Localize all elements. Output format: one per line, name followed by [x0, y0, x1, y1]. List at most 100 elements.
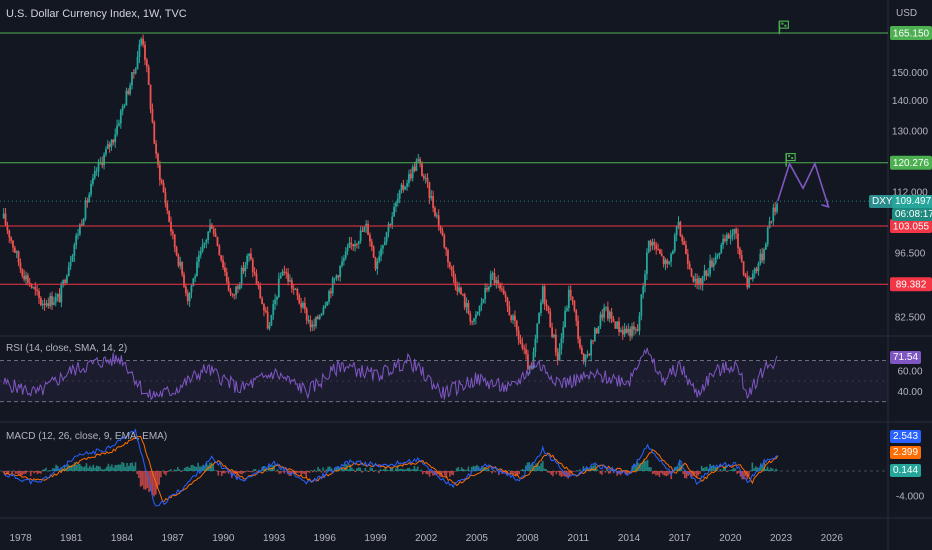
candle[interactable] — [463, 294, 466, 308]
candle[interactable] — [445, 247, 448, 250]
rsi-line[interactable] — [3, 347, 778, 401]
candle[interactable] — [157, 153, 159, 165]
candle[interactable] — [233, 294, 236, 296]
candle[interactable] — [515, 320, 518, 331]
candle[interactable] — [346, 247, 349, 252]
price-pane[interactable] — [0, 20, 888, 374]
candle[interactable] — [646, 252, 648, 275]
candle[interactable] — [125, 90, 128, 106]
candle[interactable] — [616, 321, 619, 329]
candle[interactable] — [158, 164, 161, 181]
candle[interactable] — [421, 163, 423, 176]
candle[interactable] — [313, 324, 316, 327]
candle[interactable] — [303, 302, 306, 309]
candle[interactable] — [132, 72, 135, 74]
candle[interactable] — [274, 299, 277, 305]
candle[interactable] — [197, 255, 200, 262]
candle[interactable] — [707, 273, 710, 276]
candle[interactable] — [140, 38, 143, 45]
candle[interactable] — [411, 166, 414, 179]
candle[interactable] — [621, 330, 624, 335]
candle[interactable] — [597, 326, 600, 334]
candle[interactable] — [619, 330, 622, 333]
candle[interactable] — [216, 236, 219, 246]
candle[interactable] — [385, 232, 388, 242]
candle[interactable] — [103, 154, 105, 166]
candle[interactable] — [253, 272, 256, 274]
candle[interactable] — [696, 278, 698, 285]
candle[interactable] — [746, 276, 749, 288]
candle[interactable] — [454, 277, 457, 287]
candle[interactable] — [279, 275, 282, 279]
rsi-title[interactable]: RSI (14, close, SMA, 14, 2) — [6, 343, 128, 354]
flag-icon[interactable] — [785, 152, 796, 167]
candle[interactable] — [136, 57, 139, 70]
candle[interactable] — [733, 228, 736, 234]
candle[interactable] — [764, 244, 767, 250]
candle[interactable] — [144, 44, 146, 60]
candle[interactable] — [318, 315, 321, 319]
candle[interactable] — [383, 241, 386, 246]
candle[interactable] — [428, 182, 431, 199]
candle[interactable] — [298, 295, 301, 304]
candle[interactable] — [525, 349, 527, 355]
candle[interactable] — [64, 279, 66, 283]
candle[interactable] — [344, 251, 347, 259]
candle[interactable] — [272, 304, 275, 315]
candle[interactable] — [337, 275, 340, 278]
candle[interactable] — [15, 251, 18, 253]
candle[interactable] — [510, 315, 513, 320]
candle[interactable] — [363, 227, 366, 232]
candle[interactable] — [766, 227, 769, 245]
candle[interactable] — [210, 224, 213, 229]
candle[interactable] — [194, 275, 197, 279]
candle[interactable] — [601, 314, 604, 318]
candle[interactable] — [577, 320, 580, 340]
candle[interactable] — [393, 206, 395, 217]
candle[interactable] — [478, 305, 481, 312]
candle[interactable] — [647, 240, 650, 253]
candle[interactable] — [281, 271, 284, 276]
candle[interactable] — [6, 224, 9, 231]
candle[interactable] — [322, 307, 325, 314]
candle[interactable] — [579, 339, 581, 348]
candle[interactable] — [543, 286, 546, 305]
candle[interactable] — [521, 343, 524, 348]
candle[interactable] — [227, 281, 230, 291]
candle[interactable] — [435, 215, 438, 217]
candle[interactable] — [30, 284, 33, 288]
candle[interactable] — [77, 234, 79, 236]
candle[interactable] — [569, 289, 572, 297]
candle[interactable] — [497, 280, 500, 284]
candle[interactable] — [23, 275, 26, 280]
candle[interactable] — [473, 318, 475, 322]
candle[interactable] — [160, 180, 163, 183]
candle[interactable] — [499, 283, 501, 289]
candle[interactable] — [556, 352, 559, 361]
candle[interactable] — [302, 302, 304, 308]
candle[interactable] — [774, 207, 777, 212]
candle[interactable] — [316, 316, 319, 319]
candle[interactable] — [39, 298, 42, 306]
candle[interactable] — [484, 287, 487, 299]
candle[interactable] — [90, 183, 92, 195]
candle[interactable] — [413, 166, 416, 171]
candle[interactable] — [679, 221, 682, 236]
candle[interactable] — [357, 241, 360, 244]
candle[interactable] — [372, 246, 375, 258]
candle[interactable] — [750, 277, 752, 280]
candle[interactable] — [768, 221, 771, 228]
candle[interactable] — [545, 304, 548, 306]
candle[interactable] — [147, 66, 150, 85]
candle[interactable] — [82, 218, 85, 225]
candle[interactable] — [92, 177, 94, 184]
candle[interactable] — [698, 278, 700, 285]
candle[interactable] — [759, 253, 762, 264]
candle[interactable] — [437, 215, 440, 227]
candle[interactable] — [129, 85, 132, 94]
candle[interactable] — [430, 196, 433, 199]
candle[interactable] — [506, 297, 509, 307]
candle[interactable] — [452, 270, 455, 278]
candle[interactable] — [333, 278, 336, 280]
candle[interactable] — [722, 238, 725, 246]
